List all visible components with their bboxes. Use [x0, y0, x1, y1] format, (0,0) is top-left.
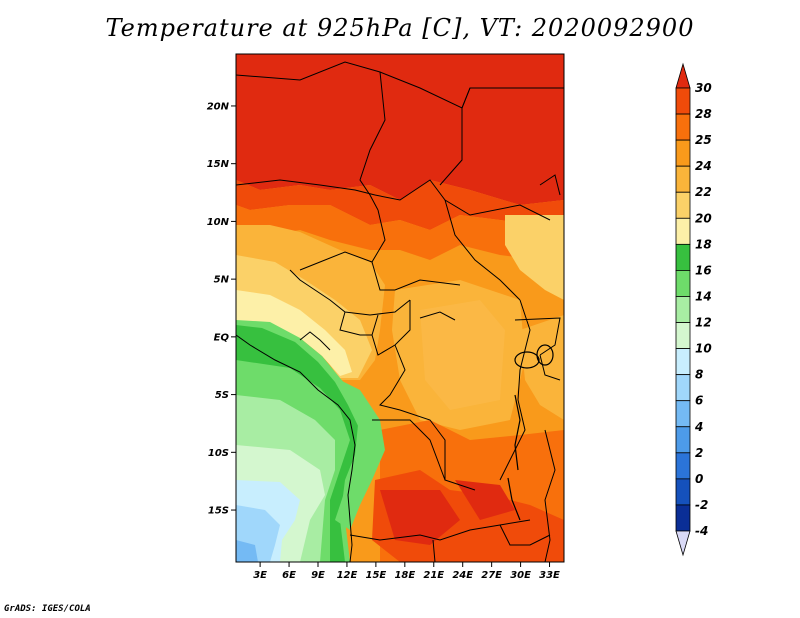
- colorbar-segment: [675, 478, 691, 506]
- colorbar-segment: [675, 243, 691, 271]
- lon-tick-label: 21E: [423, 570, 444, 581]
- colorbar-label: 4: [694, 420, 703, 434]
- colorbar-label: 25: [695, 133, 712, 147]
- colorbar-label: -4: [695, 524, 708, 538]
- colorbar-label: 28: [695, 107, 712, 121]
- colorbar-label: 30: [695, 81, 712, 95]
- lat-tick-label: 20N: [207, 101, 230, 112]
- colorbar-segment: [675, 400, 691, 428]
- colorbar-label: 20: [695, 211, 712, 225]
- lon-tick-label: 18E: [394, 570, 415, 581]
- colorbar-segment: [675, 270, 691, 297]
- lon-tick-label: 27E: [481, 570, 502, 581]
- lon-tick-label: 3E: [253, 570, 267, 581]
- colorbar-segment: [675, 165, 691, 193]
- lon-tick-label: 12E: [337, 570, 358, 581]
- colorbar-segment: [675, 139, 691, 167]
- colorbar-label: 14: [695, 289, 712, 303]
- colorbar-segment: [675, 217, 691, 245]
- lat-tick-label: 5N: [214, 275, 230, 286]
- colorbar-segment: [675, 452, 691, 480]
- colorbar-label: 0: [695, 472, 703, 486]
- colorbar-segment: [675, 348, 691, 376]
- temperature-field: [236, 54, 564, 562]
- lat-tick-label: EQ: [214, 332, 230, 343]
- lat-tick-label: 15N: [207, 159, 230, 170]
- lat-tick-label: 15S: [208, 506, 229, 517]
- map-frame: [235, 53, 565, 563]
- colorbar-segment: [675, 87, 691, 115]
- footer-credit: GrADS: IGES/COLA: [4, 604, 91, 614]
- colorbar-label: 12: [695, 316, 712, 330]
- lon-tick-label: 30E: [510, 570, 531, 581]
- colorbar-label: 24: [695, 159, 712, 173]
- colorbar-segment: [675, 322, 691, 349]
- lon-tick-label: 15E: [366, 570, 387, 581]
- colorbar-label: 18: [695, 237, 712, 251]
- longitude-axis: 3E 6E 9E 12E 15E 18E 21E 24E 27E 30E 33E: [253, 562, 560, 581]
- map-title: Temperature at 925hPa [C], VT: 202009290…: [105, 14, 695, 42]
- colorbar-label: 10: [695, 342, 712, 356]
- colorbar-segment: [675, 504, 691, 532]
- colorbar-label: 2: [695, 446, 703, 460]
- colorbar-segment: [675, 113, 691, 141]
- lat-tick-label: 5S: [215, 390, 229, 401]
- lon-tick-label: 9E: [311, 570, 325, 581]
- hot-zone-north: [236, 54, 564, 205]
- colorbar-label: -2: [695, 498, 708, 512]
- lon-tick-label: 6E: [282, 570, 296, 581]
- colorbar-top-arrow: [675, 62, 691, 89]
- lat-tick-label: 10S: [208, 448, 229, 459]
- lon-tick-label: 33E: [539, 570, 560, 581]
- colorbar-segment: [675, 191, 691, 219]
- colorbar-label: 8: [695, 368, 703, 382]
- colorbar-label: 6: [695, 394, 703, 408]
- lon-tick-label: 24E: [452, 570, 473, 581]
- lat-tick-label: 10N: [207, 217, 230, 228]
- colorbar-bottom-arrow: [675, 530, 691, 557]
- colorbar-label: 16: [695, 263, 712, 277]
- colorbar-segment: [675, 374, 691, 402]
- latitude-axis: 20N 15N 10N 5N EQ 5S 10S 15S: [207, 101, 236, 517]
- colorbar-segment: [675, 426, 691, 454]
- colorbar-segment: [675, 296, 691, 323]
- colorbar-label: 22: [695, 185, 712, 199]
